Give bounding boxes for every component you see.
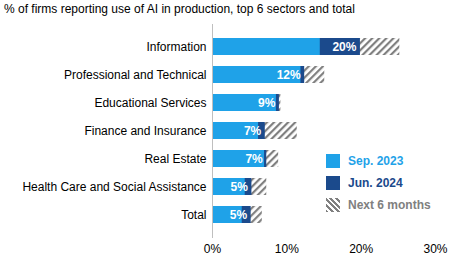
svg-text:9%: 9% bbox=[258, 96, 276, 110]
svg-text:Information: Information bbox=[146, 40, 206, 54]
html-text:Next 6 months: Next 6 months bbox=[348, 198, 431, 212]
svg-text:Finance and Insurance: Finance and Insurance bbox=[84, 124, 206, 138]
svg-text:30%: 30% bbox=[423, 242, 447, 256]
svg-text:Health Care and Social Assista: Health Care and Social Assistance bbox=[22, 180, 206, 194]
svg-text:5%: 5% bbox=[230, 208, 248, 222]
svg-text:10%: 10% bbox=[275, 242, 299, 256]
html-text:Sep. 2023: Sep. 2023 bbox=[348, 154, 404, 168]
svg-text:Real Estate: Real Estate bbox=[144, 152, 206, 166]
html-text:% of firms reporting use of AI: % of firms reporting use of AI in produc… bbox=[4, 2, 355, 16]
svg-text:20%: 20% bbox=[332, 40, 356, 54]
svg-text:Professional and Technical: Professional and Technical bbox=[64, 68, 207, 82]
svg-text:Total: Total bbox=[181, 208, 206, 222]
svg-text:5%: 5% bbox=[231, 180, 249, 194]
svg-text:7%: 7% bbox=[244, 124, 262, 138]
svg-text:7%: 7% bbox=[245, 152, 263, 166]
svg-text:0%: 0% bbox=[204, 242, 222, 256]
svg-text:12%: 12% bbox=[277, 68, 301, 82]
svg-text:Educational Services: Educational Services bbox=[94, 96, 206, 110]
svg-text:20%: 20% bbox=[349, 242, 373, 256]
html-text:Jun. 2024: Jun. 2024 bbox=[348, 176, 403, 190]
